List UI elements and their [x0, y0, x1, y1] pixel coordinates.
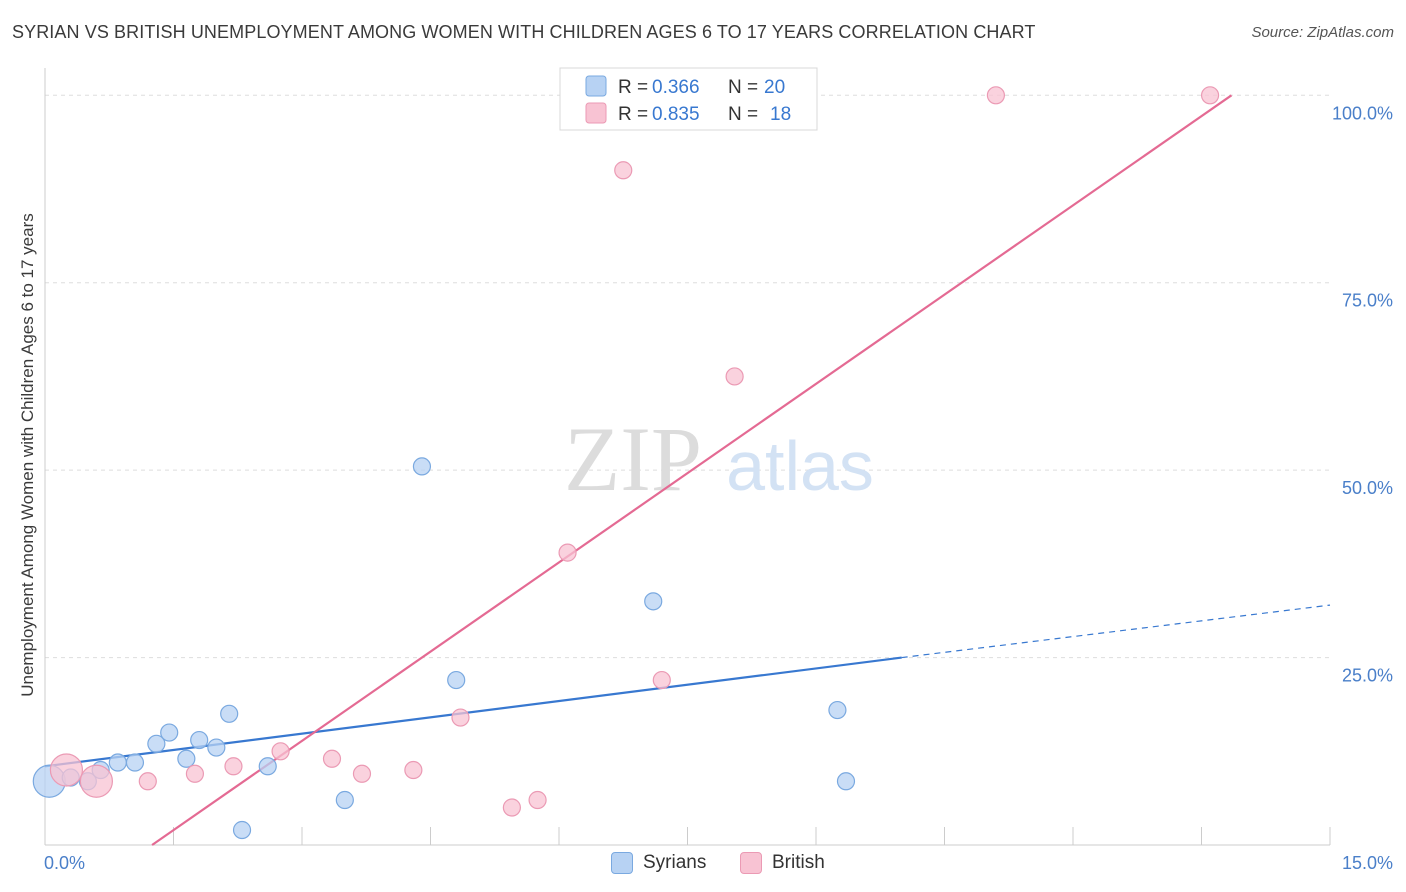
syrians-point [220, 704, 239, 723]
y-tick-label: 100.0% [1332, 103, 1393, 123]
british-point [725, 367, 744, 386]
syrians-point [412, 457, 432, 476]
british-point [652, 670, 671, 690]
syrians-trend-extension [901, 604, 1331, 659]
legend-n-label: N = [728, 104, 758, 125]
syrians-point [258, 757, 277, 776]
bottom-legend-british: British [740, 852, 825, 874]
syrians-point [147, 734, 166, 753]
syrians-point [447, 670, 466, 690]
axes [44, 68, 1331, 846]
gridlines [45, 94, 1330, 659]
syrians-point [644, 592, 663, 611]
bottom-legend-label-syrians: Syrians [643, 852, 707, 873]
legend-swatch-british [585, 102, 607, 124]
legend: R = 0.366 N = 20 R = 0.835 N = 18 [559, 67, 818, 131]
british-point [138, 772, 157, 791]
legend-r-value: 0.366 [652, 77, 700, 98]
syrians-point [160, 723, 179, 742]
x-tick-label: 15.0% [1342, 853, 1393, 873]
british-point [352, 764, 372, 783]
syrians-point [177, 749, 196, 768]
syrians-point [207, 738, 226, 757]
legend-n-value: 20 [764, 77, 785, 98]
bottom-legend-syrians: Syrians [611, 852, 706, 874]
british-trend-line [151, 94, 1233, 846]
y-tick-label: 75.0% [1342, 291, 1393, 311]
tick-labels: 25.0% 50.0% 75.0% 100.0% 0.0% 15.0% [44, 103, 1393, 873]
british-point [224, 757, 243, 776]
x-tick-label: 0.0% [44, 853, 85, 873]
legend-swatch-syrians [585, 75, 607, 97]
legend-n-value: 18 [770, 104, 791, 125]
y-tick-label: 50.0% [1342, 478, 1393, 498]
british-point [451, 708, 470, 727]
british-point [271, 742, 290, 761]
syrians-point [108, 753, 127, 772]
syrians-point [836, 772, 856, 791]
bottom-legend: Syrians British [0, 852, 1406, 880]
british-point [404, 760, 423, 780]
british-point [185, 764, 205, 783]
british-point [1200, 86, 1220, 105]
syrians-trend-line [44, 656, 902, 768]
legend-r-label: R = [618, 77, 648, 98]
legend-r-value: 0.835 [652, 104, 700, 125]
bottom-legend-label-british: British [772, 852, 825, 873]
british-point [79, 764, 114, 798]
y-tick-label: 25.0% [1342, 666, 1393, 686]
british-point [502, 798, 521, 817]
british-point [614, 161, 633, 180]
chart-title: SYRIAN VS BRITISH UNEMPLOYMENT AMONG WOM… [12, 22, 1036, 42]
watermark-zip: ZIP [564, 408, 702, 510]
data-points [32, 86, 1220, 840]
legend-n-label: N = [728, 77, 758, 98]
bottom-legend-swatch-syrians [611, 852, 633, 874]
legend-r-label: R = [618, 104, 648, 125]
british-point [528, 790, 547, 810]
syrians-point [828, 700, 847, 720]
source-credit: Source: ZipAtlas.com [1251, 24, 1394, 41]
syrians-point [335, 790, 354, 810]
trend-lines [44, 94, 1331, 846]
british-point [49, 753, 84, 787]
british-point [558, 543, 577, 562]
watermark-atlas: atlas [726, 427, 874, 505]
british-point [322, 749, 342, 768]
syrians-point [232, 820, 252, 840]
british-point [986, 86, 1006, 105]
bottom-legend-swatch-british [740, 852, 762, 874]
syrians-point [125, 753, 145, 772]
syrians-point [190, 730, 209, 750]
